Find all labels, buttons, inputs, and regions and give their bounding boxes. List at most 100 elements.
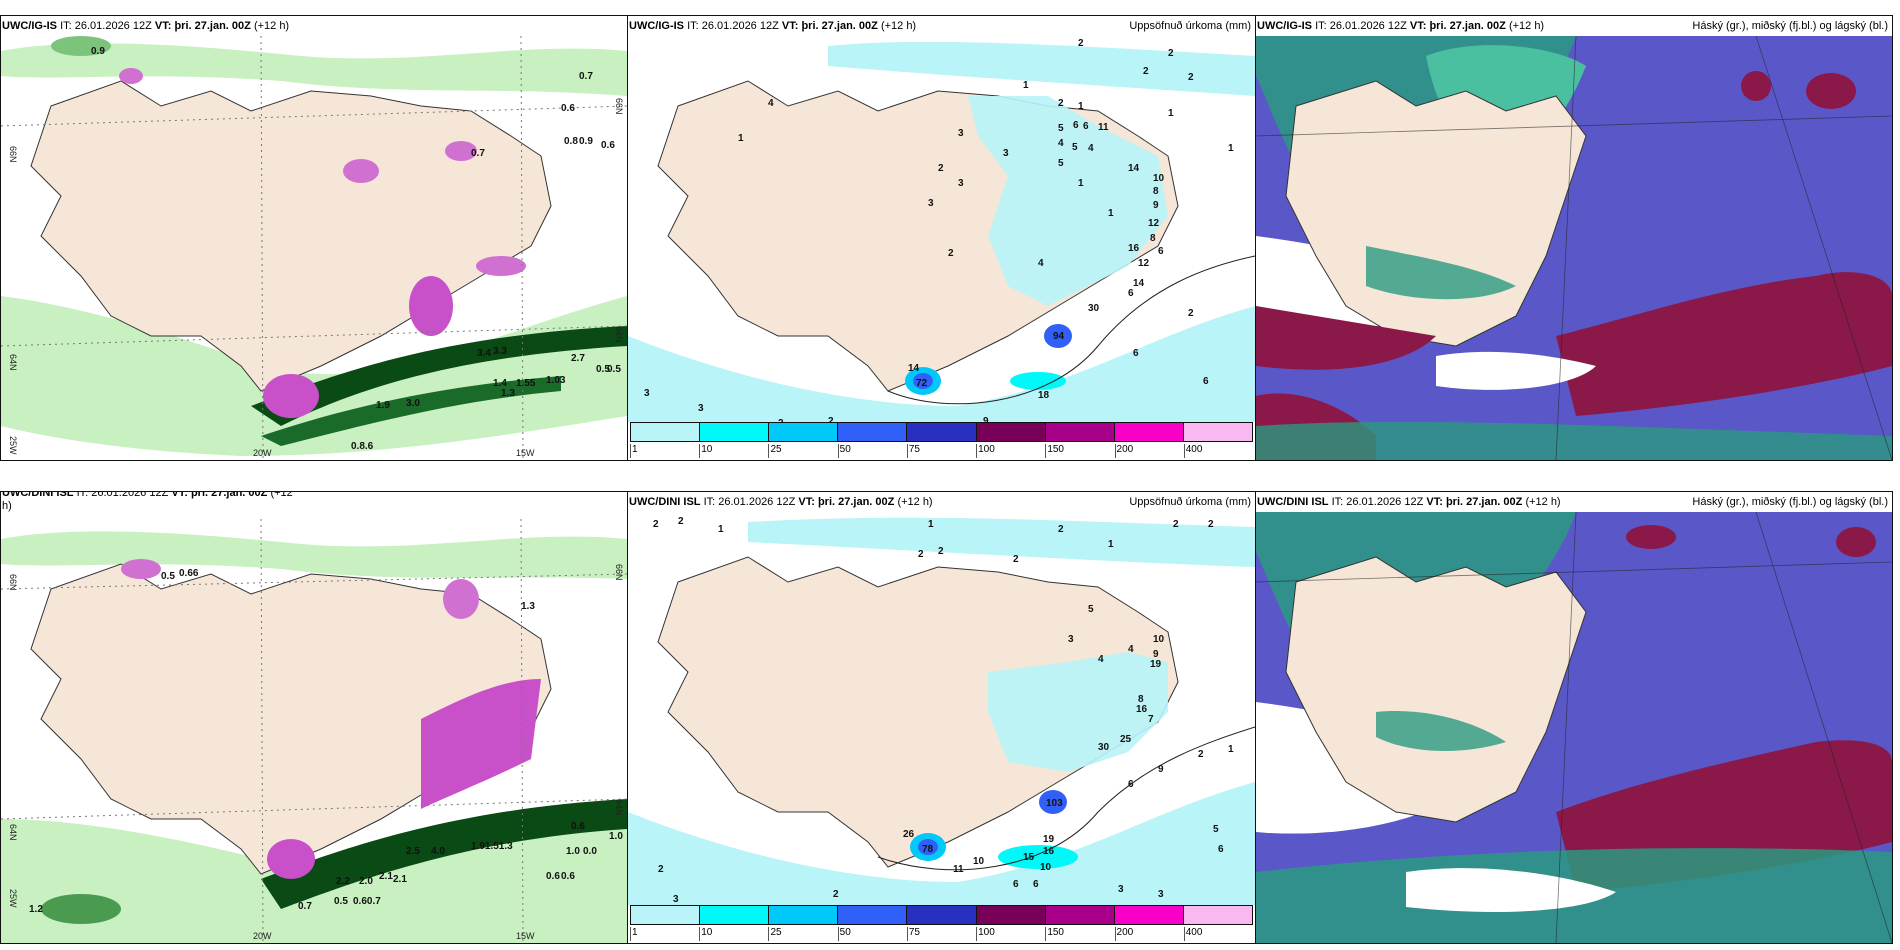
axis-label-lat: 66N (614, 98, 624, 115)
value-label: 0.66 (179, 568, 199, 579)
precip-area (748, 517, 1255, 567)
value-label: 2 (1078, 38, 1084, 49)
value-label: 0.7 (579, 71, 593, 82)
value-label: 1.03 (546, 375, 566, 386)
value-label: 0.8 (564, 136, 578, 147)
value-label: 10 (973, 856, 985, 867)
value-label: 1 (1108, 208, 1114, 219)
value-label: 16 (1128, 243, 1140, 254)
axis-label-lon: 25W (8, 889, 18, 908)
value-label: 9 (983, 416, 989, 422)
low-cloud (1626, 525, 1676, 549)
precip-area (628, 306, 1255, 422)
map-area[interactable]: 2 2 1 1 2 2 2 2 1 2 2 3 4 5 4 10 9 19 8 … (628, 512, 1255, 905)
map-area[interactable]: 0.9 0.7 0.6 0.8 0.9 0.6 0.7 0.5 3.4 3.3 … (1, 36, 627, 460)
value-label: 2 (1188, 308, 1194, 319)
colorbar-tick-label: 1 (630, 927, 699, 941)
colorbar-tick-label: 150 (1045, 444, 1114, 458)
it-label: IT: (1331, 496, 1344, 508)
value-label: 2 (828, 416, 834, 422)
axis-label-lat: 64N (8, 354, 18, 371)
precip-max (918, 839, 938, 855)
colorbar-swatch (976, 906, 1046, 924)
value-label: 5 (1058, 123, 1064, 134)
value-label: 2 (833, 889, 839, 900)
boundary-line (887, 255, 1255, 405)
vt-label: VT: (1426, 496, 1443, 508)
value-label: 1 (1168, 108, 1174, 119)
value-label: 3 (644, 388, 650, 399)
value-label: 8 (1153, 186, 1159, 197)
lead-time: (+12 h) (880, 20, 917, 32)
value-label: 2.7 (571, 353, 585, 364)
lead-time: (+12 h) (253, 20, 290, 32)
high-cloud (1376, 711, 1506, 752)
colorbar-swatch (907, 423, 977, 441)
value-label: 18 (1038, 390, 1050, 401)
it-value: 26.01.2026 12Z (718, 496, 796, 508)
value-label: 3 (958, 128, 964, 139)
value-label: 103 (1046, 798, 1063, 809)
map-area[interactable]: 2 2 2 2 1 2 1 5 6 6 11 5 4 4 5 14 10 8 9… (628, 36, 1255, 422)
it-label: IT: (76, 491, 89, 499)
axis-label-lat: 66N (614, 564, 624, 581)
value-label: 3 (1003, 148, 1009, 159)
value-label: 94 (1053, 331, 1065, 342)
field-title: Uppsöfnuð úrkoma (mm) (1129, 20, 1251, 32)
value-label: 0.6 (561, 871, 575, 882)
colorbar-ticks: 1 10 25 50 75 100 150 200 400 (630, 444, 1253, 458)
axis-label-lat: 66N (8, 574, 18, 591)
vt-label: VT: (781, 20, 799, 32)
snow-cell (409, 276, 453, 336)
value-label: 1.0 (566, 846, 580, 857)
axis-label-lon: 20W (253, 931, 272, 941)
value-label: 2 (1013, 554, 1019, 565)
value-label: 11 (1098, 122, 1109, 133)
map-area[interactable] (1256, 36, 1892, 460)
value-label: 0.60.7 (353, 896, 381, 907)
value-label: 3 (673, 894, 679, 905)
value-label: 4 (1098, 654, 1104, 665)
field-title: Háský (gr.), miðský (fj.bl.) og lágský (… (1692, 20, 1888, 32)
value-label: 5 (1058, 158, 1064, 169)
value-label: 2 (1208, 519, 1214, 530)
snow-cell (476, 256, 526, 276)
it-label: IT: (687, 20, 699, 32)
value-label: 3 (958, 178, 964, 189)
model-name: UWC/IG-IS (2, 20, 57, 32)
precip-max (1044, 324, 1072, 348)
value-label: 72 (916, 378, 928, 389)
value-label: 0.7 (471, 148, 485, 159)
heavy-precip-band (251, 326, 627, 426)
map-area[interactable] (1256, 512, 1892, 943)
panel-header: UWC/DINI ISL IT: 26.01.2026 12Z VT: þri.… (1, 491, 627, 519)
snow-cell (263, 374, 319, 418)
clear-area (1436, 351, 1596, 390)
value-label: 10 (1153, 634, 1165, 645)
value-label: 2 (948, 248, 954, 259)
value-label: 2 (678, 516, 684, 527)
lead-time-wrap: h) (2, 500, 12, 512)
value-label: 0.6 (571, 821, 585, 832)
value-label: 3 (1158, 889, 1164, 900)
value-label: 2 (1173, 519, 1179, 530)
vt-value: þri. 27.jan. 00Z (1429, 20, 1506, 32)
precip-band (1, 43, 627, 96)
panel-header: UWC/DINI ISL IT: 26.01.2026 12Z VT: þri.… (1256, 492, 1892, 512)
colorbar-tick-label: 100 (976, 927, 1045, 941)
map-area[interactable]: 0.5 0.66 1.3 2.5 4.0 1.91.51.3 1.0 0.0 2… (1, 519, 627, 943)
value-label: 9 (1153, 649, 1159, 660)
lead-time: (+12 (270, 491, 293, 499)
value-label: 4 (1128, 644, 1134, 655)
vt-value: þri. 27.jan. 00Z (1445, 496, 1523, 508)
snow-cell (121, 559, 161, 579)
wind-map: 0.9 0.7 0.6 0.8 0.9 0.6 0.7 0.5 3.4 3.3 … (1, 36, 627, 460)
iceland-landmass (1285, 556, 1587, 823)
colorbar-swatch (631, 423, 701, 441)
value-label: 2 (653, 519, 659, 530)
precip-max (1039, 790, 1067, 814)
value-label: 2 (1198, 749, 1204, 760)
value-label: 6 (1128, 779, 1134, 790)
colorbar-tick-label: 400 (1183, 927, 1253, 941)
axis-label-lon: 25W (8, 436, 18, 455)
